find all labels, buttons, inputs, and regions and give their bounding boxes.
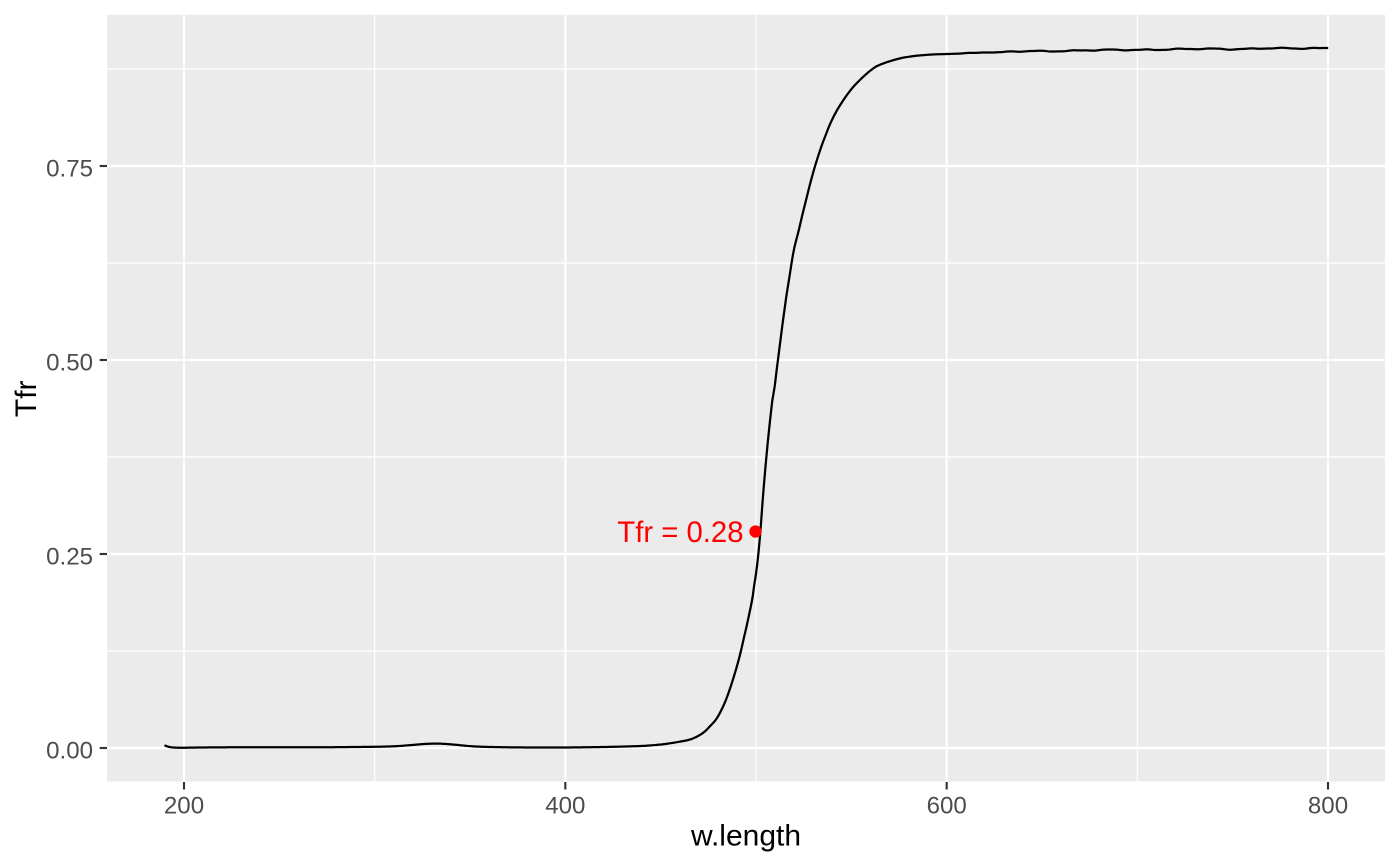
svg-text:w.length: w.length: [690, 820, 801, 853]
svg-text:600: 600: [927, 793, 967, 820]
svg-text:800: 800: [1308, 793, 1348, 820]
svg-text:0.50: 0.50: [46, 350, 93, 377]
svg-text:400: 400: [545, 793, 585, 820]
svg-text:0.00: 0.00: [46, 738, 93, 765]
svg-text:Tfr: Tfr: [10, 380, 43, 417]
svg-text:Tfr = 0.28: Tfr = 0.28: [617, 516, 743, 549]
svg-text:0.75: 0.75: [46, 156, 93, 183]
svg-text:0.25: 0.25: [46, 544, 93, 571]
svg-text:200: 200: [164, 793, 204, 820]
